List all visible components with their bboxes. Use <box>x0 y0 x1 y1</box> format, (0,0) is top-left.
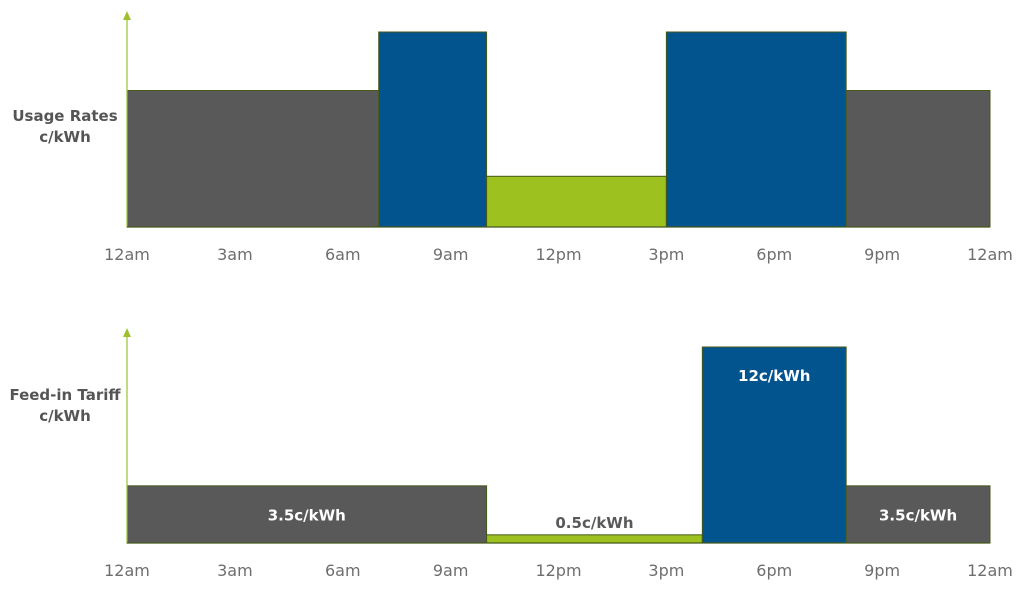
bar-segment <box>701 346 847 544</box>
x-tick-label: 3am <box>217 561 253 580</box>
x-tick-label: 9pm <box>864 561 900 580</box>
x-tick-label: 3pm <box>648 245 684 264</box>
bar-segment <box>845 90 991 228</box>
feedin-ylabel-line-1: Feed-in Tariff <box>9 386 121 404</box>
x-tick-label: 6pm <box>756 561 792 580</box>
y-axis-arrow <box>123 328 131 337</box>
bar-segment <box>665 31 847 228</box>
chart-panel-1: 12am 3am 6am 9am 12pm 3pm 6pm 9pm 12am <box>104 11 1013 264</box>
chart-panel-2: 3.5c/kWh 0.5c/kWh 12c/kWh 3.5c/kWh 12am 3am 6a… <box>104 328 1013 580</box>
usage-rates-ylabel: Usage Rates c/kWh <box>5 106 125 148</box>
usage-ylabel-line-1: Usage Rates <box>12 107 118 125</box>
x-tick-label: 12am <box>967 245 1013 264</box>
x-tick-label: 9am <box>433 561 469 580</box>
bar-value-label: 3.5c/kWh <box>879 506 957 524</box>
x-tick-label: 6pm <box>756 245 792 264</box>
x-tick-label: 6am <box>325 245 361 264</box>
bar-segment <box>486 175 667 228</box>
bar-segment <box>126 90 380 228</box>
x-tick-label: 12pm <box>535 561 581 580</box>
bar-value-label: 3.5c/kWh <box>268 506 346 524</box>
x-tick-label: 3am <box>217 245 253 264</box>
feed-in-tariff-ylabel: Feed-in Tariff c/kWh <box>5 385 125 427</box>
x-tick-label: 12am <box>104 561 150 580</box>
bar-segment <box>378 31 488 228</box>
feedin-ylabel-line-2: c/kWh <box>39 407 91 425</box>
x-tick-label: 9am <box>433 245 469 264</box>
x-tick-label: 12am <box>104 245 150 264</box>
x-tick-label: 12am <box>967 561 1013 580</box>
x-tick-label: 3pm <box>648 561 684 580</box>
usage-ylabel-line-2: c/kWh <box>39 128 91 146</box>
x-tick-label: 6am <box>325 561 361 580</box>
bar-segment <box>486 534 703 544</box>
bar-segment <box>845 485 991 544</box>
y-axis-arrow <box>123 11 131 20</box>
x-tick-label: 12pm <box>535 245 581 264</box>
bar-value-label: 12c/kWh <box>738 367 810 385</box>
bar-value-label: 0.5c/kWh <box>555 514 633 532</box>
x-tick-label: 9pm <box>864 245 900 264</box>
